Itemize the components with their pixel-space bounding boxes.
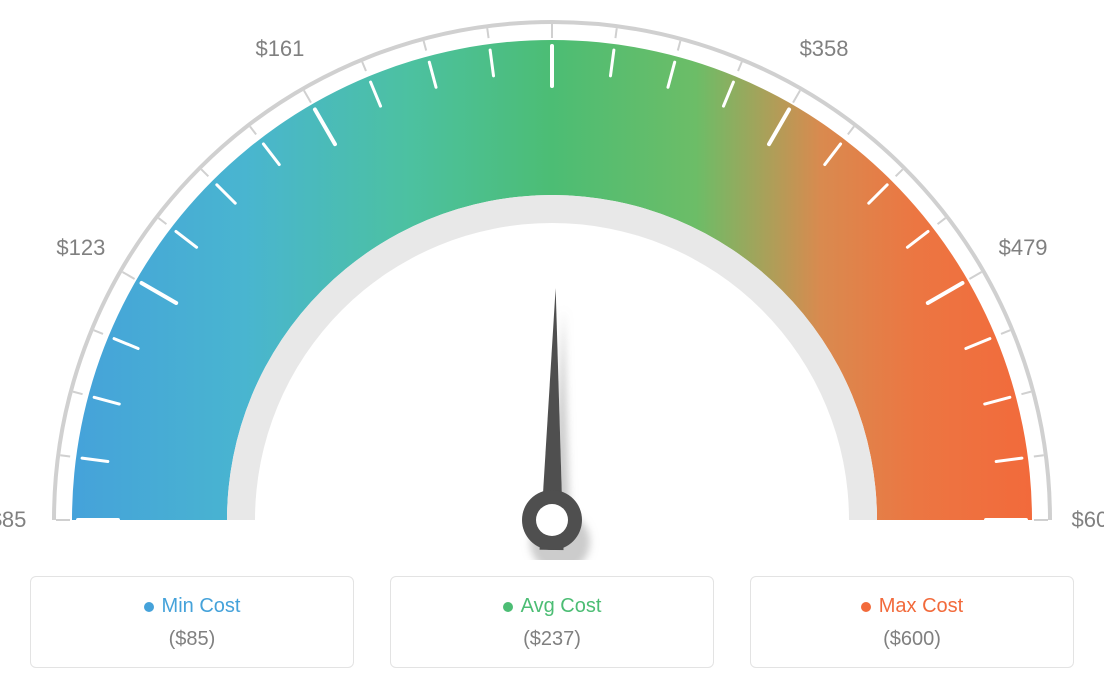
legend-card: Min Cost ($85) bbox=[30, 576, 354, 668]
gauge-svg bbox=[0, 0, 1104, 560]
outer-tick-minor bbox=[60, 455, 70, 456]
outer-tick-minor bbox=[250, 127, 256, 135]
legend-title-text: Min Cost bbox=[162, 595, 241, 618]
tick-label: $85 bbox=[0, 507, 26, 533]
legend-card: Avg Cost ($237) bbox=[390, 576, 714, 668]
outer-tick-minor bbox=[678, 41, 681, 51]
legend-title: Avg Cost bbox=[503, 595, 602, 618]
legend-dot-icon bbox=[144, 602, 154, 612]
outer-tick-minor bbox=[73, 392, 83, 395]
outer-tick-minor bbox=[738, 62, 742, 71]
outer-tick bbox=[969, 272, 981, 279]
outer-tick bbox=[122, 272, 134, 279]
outer-tick-minor bbox=[424, 41, 427, 51]
tick-label: $600 bbox=[1072, 507, 1104, 533]
needle bbox=[522, 288, 582, 550]
outer-tick bbox=[793, 90, 800, 102]
outer-tick-minor bbox=[487, 28, 488, 38]
outer-tick-minor bbox=[94, 330, 103, 334]
outer-tick-minor bbox=[362, 62, 366, 71]
legend-title: Max Cost bbox=[861, 595, 963, 618]
legend-value: ($85) bbox=[43, 628, 341, 651]
legend-dot-icon bbox=[861, 602, 871, 612]
outer-tick-minor bbox=[938, 218, 946, 224]
legend-dot-icon bbox=[503, 602, 513, 612]
legend-row: Min Cost ($85) Avg Cost ($237) Max Cost ($600… bbox=[0, 576, 1104, 668]
outer-tick-minor bbox=[896, 169, 903, 176]
outer-tick-minor bbox=[615, 28, 616, 38]
tick-label: $123 bbox=[56, 235, 105, 261]
gauge-chart-container: Min Cost ($85) Avg Cost ($237) Max Cost ($600… bbox=[0, 0, 1104, 690]
outer-tick-minor bbox=[1021, 392, 1031, 395]
legend-value: ($600) bbox=[763, 628, 1061, 651]
tick-label: $161 bbox=[255, 36, 304, 62]
outer-tick-minor bbox=[848, 127, 854, 135]
legend-title-text: Max Cost bbox=[879, 595, 963, 618]
outer-tick-minor bbox=[1001, 330, 1010, 334]
outer-tick bbox=[304, 90, 311, 102]
legend-value: ($237) bbox=[403, 628, 701, 651]
tick-label: $479 bbox=[999, 235, 1048, 261]
tick-label: $358 bbox=[800, 36, 849, 62]
outer-tick-minor bbox=[159, 218, 167, 224]
legend-card: Max Cost ($600) bbox=[750, 576, 1074, 668]
legend-title: Min Cost bbox=[144, 595, 241, 618]
outer-tick-minor bbox=[201, 169, 208, 176]
legend-title-text: Avg Cost bbox=[521, 595, 602, 618]
outer-tick-minor bbox=[1034, 455, 1044, 456]
